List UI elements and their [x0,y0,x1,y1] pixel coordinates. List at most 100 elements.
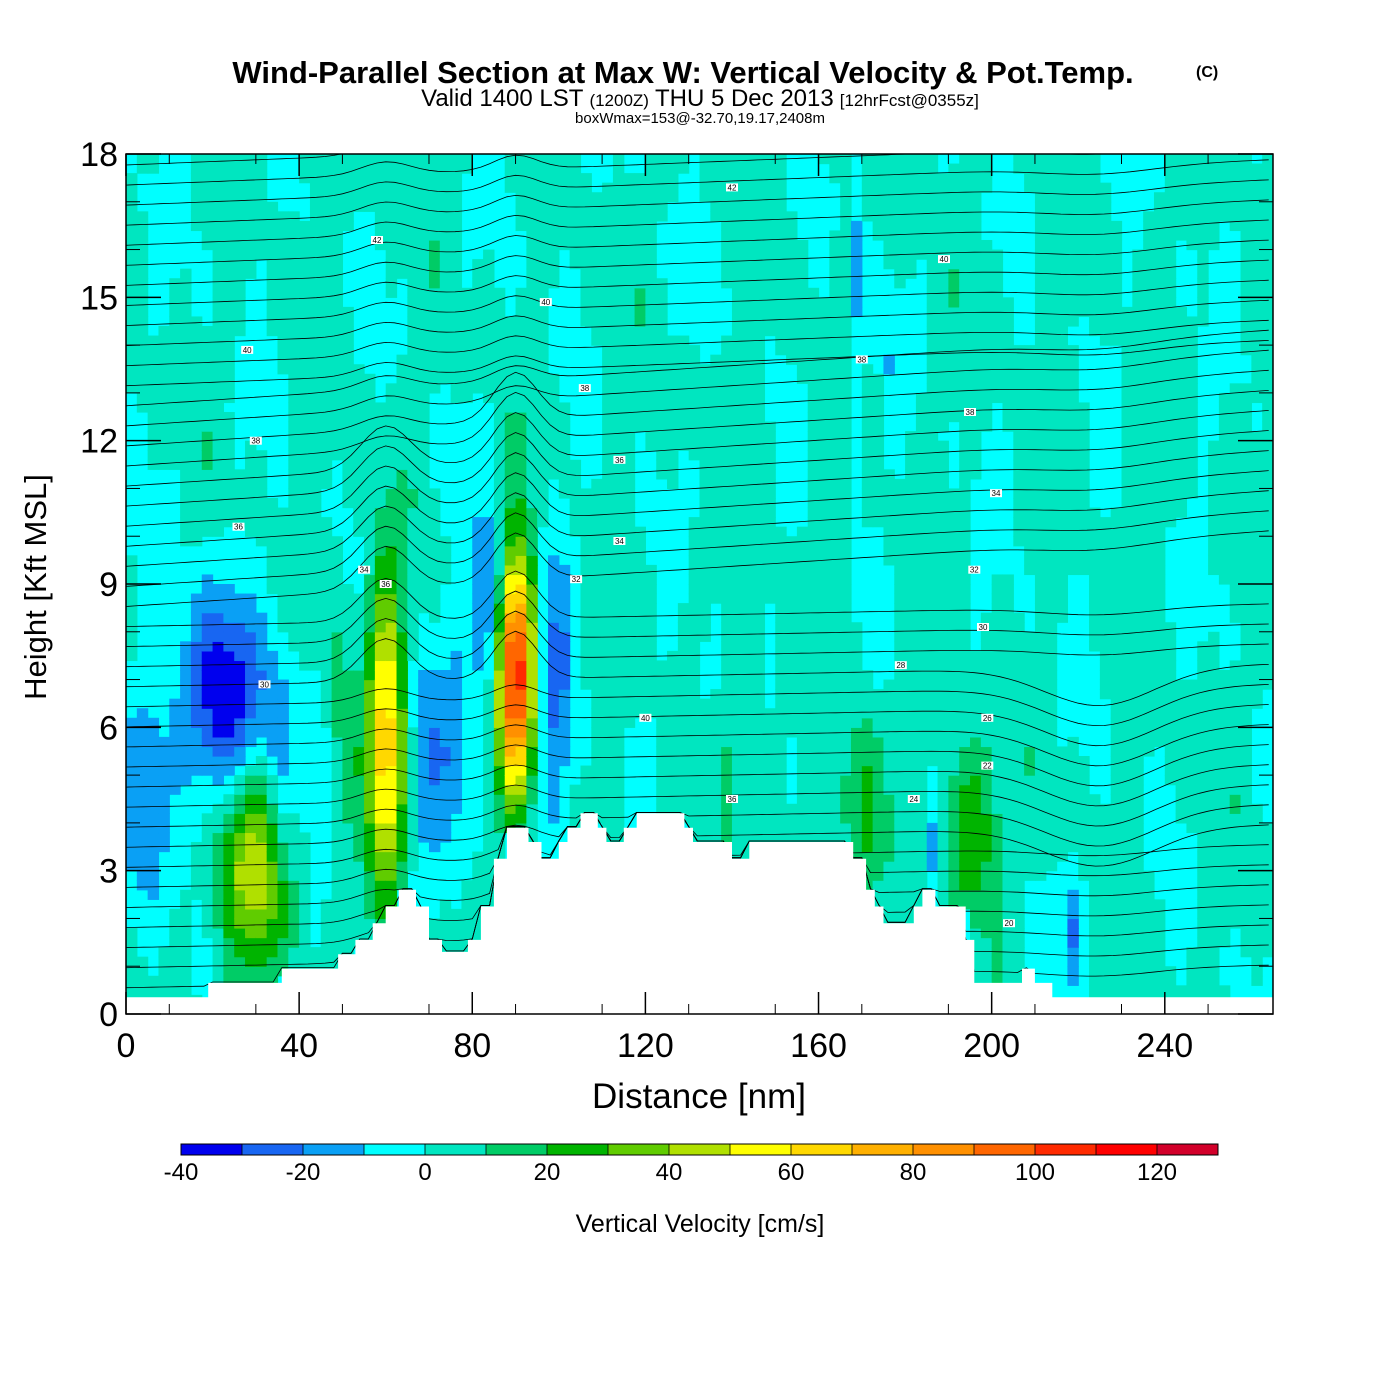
velocity-cell [483,756,495,767]
velocity-cell [212,488,224,499]
velocity-cell [493,622,506,633]
velocity-cell [1045,784,1058,795]
velocity-cell [742,650,755,662]
velocity-cell [136,230,149,241]
velocity-cell [840,813,852,824]
velocity-cell [212,440,224,451]
velocity-cell [461,354,473,365]
velocity-cell [1034,603,1047,614]
velocity-cell [320,708,333,719]
velocity-cell [937,603,949,614]
velocity-cell [623,478,636,490]
velocity-cell [309,641,322,652]
velocity-cell [970,813,982,824]
velocity-cell [915,660,928,671]
velocity-cell [212,421,224,432]
velocity-cell [396,593,408,604]
velocity-cell [634,421,646,432]
velocity-cell [234,249,246,260]
velocity-cell [255,908,268,920]
velocity-cell [959,469,971,480]
velocity-cell [288,278,300,289]
velocity-cell [407,631,419,642]
velocity-cell [266,526,279,537]
velocity-cell [915,689,928,700]
velocity-cell [937,822,949,834]
velocity-cell [396,545,408,556]
velocity-cell [991,574,1004,585]
velocity-cell [894,612,906,623]
velocity-cell [818,650,830,662]
velocity-cell [255,641,268,652]
velocity-cell [147,765,160,776]
velocity-cell [277,918,289,929]
velocity-cell [385,794,398,805]
velocity-cell [364,555,376,566]
velocity-cell [926,154,939,165]
velocity-cell [656,335,668,346]
velocity-cell [915,526,928,537]
velocity-cell [764,756,776,767]
velocity-cell [840,536,852,547]
velocity-cell [753,574,766,585]
velocity-cell [396,240,408,251]
velocity-cell [980,822,993,834]
velocity-cell [472,316,484,327]
velocity-cell [926,450,939,461]
velocity-cell [483,784,495,795]
velocity-cell [612,173,625,184]
velocity-cell [526,698,538,709]
velocity-cell [136,220,149,232]
velocity-cell [721,593,733,604]
velocity-cell [266,889,279,900]
velocity-cell [742,326,755,337]
velocity-cell [829,278,841,289]
velocity-cell [320,517,333,528]
velocity-cell [991,354,1004,365]
velocity-cell [320,240,333,251]
velocity-cell [255,517,268,528]
velocity-cell [764,268,776,279]
velocity-cell [970,851,982,862]
velocity-cell [472,306,484,318]
velocity-cell [504,775,517,786]
velocity-cell [937,736,949,748]
velocity-cell [937,545,949,556]
velocity-cell [807,488,820,499]
velocity-cell [266,918,279,929]
velocity-cell [472,373,484,384]
velocity-cell [991,268,1004,279]
velocity-cell [775,201,787,212]
velocity-cell [937,211,949,222]
velocity-cell [320,679,333,690]
velocity-cell [580,259,592,270]
velocity-cell [158,822,170,834]
velocity-cell [407,268,419,279]
velocity-cell [342,717,354,728]
velocity-cell [212,498,224,509]
velocity-cell [277,746,289,757]
velocity-cell [753,536,766,547]
velocity-cell [439,326,452,337]
velocity-cell [493,736,506,748]
velocity-cell [483,584,495,595]
velocity-cell [1045,842,1058,853]
velocity-cell [309,316,322,327]
velocity-cell [948,220,960,232]
velocity-cell [342,498,354,509]
velocity-cell [201,182,214,193]
velocity-cell [915,555,928,566]
velocity-cell [212,163,224,174]
velocity-cell [840,717,852,728]
velocity-cell [169,908,181,920]
velocity-cell [915,842,928,853]
velocity-cell [764,163,776,174]
velocity-cell [677,746,690,757]
velocity-cell [1045,851,1058,862]
velocity-cell [959,784,971,795]
velocity-cell [147,421,160,432]
velocity-cell [385,756,398,767]
velocity-cell [612,469,625,480]
velocity-cell [483,765,495,776]
velocity-cell [385,641,398,652]
